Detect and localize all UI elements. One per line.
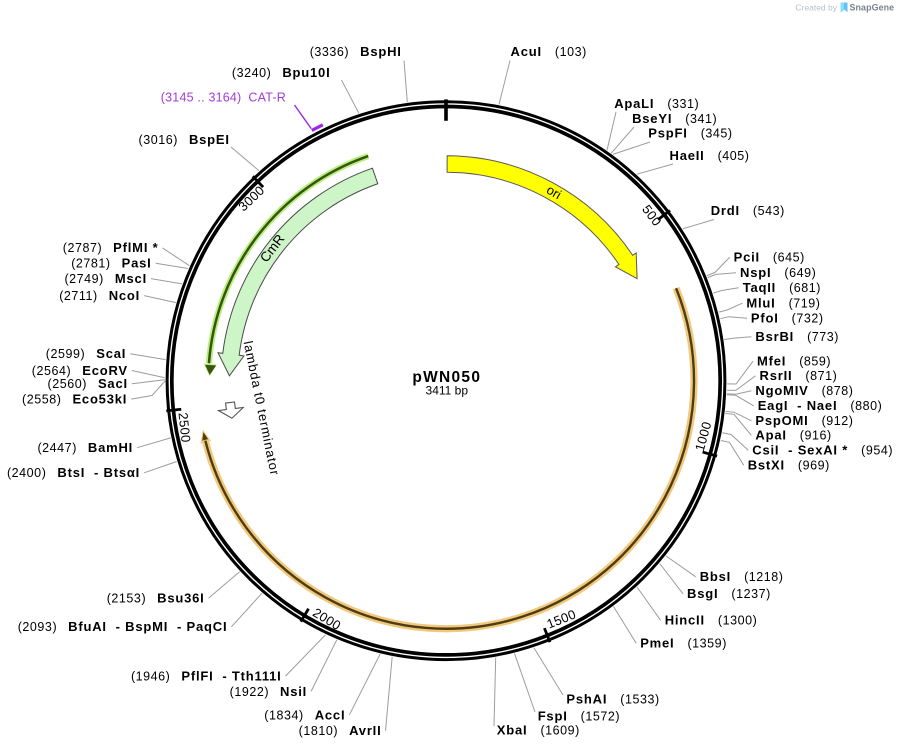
svg-text:RsrII(871): RsrII (871): [760, 368, 838, 383]
svg-text:PfoI(732): PfoI (732): [751, 311, 824, 326]
svg-text:CsiI - SexAI *(954): CsiI - SexAI * (954): [752, 443, 893, 458]
svg-text:AcuI(103): AcuI (103): [511, 44, 587, 59]
svg-text:ApaLI(331): ApaLI (331): [614, 96, 699, 111]
svg-text:(3240)Bpu10I: (3240) Bpu10I: [232, 65, 331, 80]
svg-text:(1834)AccI: (1834) AccI: [264, 707, 345, 722]
svg-text:(2400)BtsI - BtsαI: (2400) BtsI - BtsαI: [7, 465, 140, 480]
svg-text:HincII(1300): HincII (1300): [665, 613, 758, 628]
svg-text:PmeI(1359): PmeI (1359): [640, 636, 727, 651]
svg-text:PspOMI(912): PspOMI (912): [755, 413, 853, 428]
svg-text:(2447)BamHI: (2447) BamHI: [37, 440, 133, 455]
svg-text:ori: ori: [544, 182, 564, 202]
svg-text:ApaI(916): ApaI (916): [755, 428, 831, 443]
svg-text:(3016)BspEI: (3016) BspEI: [139, 132, 230, 147]
svg-text:pWN050: pWN050: [412, 369, 481, 386]
svg-text:NspI(649): NspI (649): [740, 265, 816, 280]
svg-text:(3336)BspHI: (3336) BspHI: [310, 44, 402, 59]
svg-text:BbsI(1218): BbsI (1218): [700, 569, 784, 584]
svg-text:(2787)PflMI *: (2787) PflMI *: [63, 240, 159, 255]
svg-text:Created by: Created by: [795, 3, 837, 13]
svg-text:(1922)NsiI: (1922) NsiI: [230, 684, 307, 699]
svg-text:(2781)PasI: (2781) PasI: [71, 256, 151, 271]
svg-text:BsgI(1237): BsgI (1237): [687, 586, 771, 601]
svg-text:3411 bp: 3411 bp: [426, 384, 469, 398]
svg-text:(2093)BfuAI - BspMI - PaqCI: (2093) BfuAI - BspMI - PaqCI: [18, 619, 228, 634]
svg-text:PciI(645): PciI (645): [734, 250, 805, 265]
svg-text:(2711)NcoI: (2711) NcoI: [59, 288, 140, 303]
svg-text:DrdI(543): DrdI (543): [711, 203, 785, 218]
svg-text:TaqII(681): TaqII (681): [743, 280, 821, 295]
svg-text:(2749)MscI: (2749) MscI: [64, 271, 147, 286]
svg-text:NgoMIV(878): NgoMIV (878): [755, 383, 853, 398]
svg-text:PspFI(345): PspFI (345): [648, 126, 732, 141]
svg-text:BseYI(341): BseYI (341): [632, 111, 717, 126]
svg-text:(2599)ScaI: (2599) ScaI: [46, 346, 126, 361]
svg-text:XbaI(1609): XbaI (1609): [497, 723, 580, 738]
svg-text:FspI(1572): FspI (1572): [538, 708, 620, 723]
svg-text:(3145 .. 3164)CAT-R: (3145 .. 3164) CAT-R: [161, 91, 286, 105]
svg-text:SnapGene: SnapGene: [850, 3, 895, 13]
svg-text:PshAI(1533): PshAI (1533): [566, 691, 659, 706]
svg-text:(2564)EcoRV: (2564) EcoRV: [32, 363, 128, 378]
svg-text:BsrBI(773): BsrBI (773): [755, 329, 839, 344]
svg-text:BstXI(969): BstXI (969): [748, 458, 830, 473]
svg-text:(2560)SacI: (2560) SacI: [48, 376, 128, 391]
svg-text:MluI(719): MluI (719): [746, 296, 820, 311]
svg-text:EagI - NaeI(880): EagI - NaeI (880): [758, 398, 883, 413]
svg-text:(1946)PflFI - Tth111I: (1946) PflFI - Tth111I: [131, 669, 282, 684]
svg-text:(1810)AvrII: (1810) AvrII: [299, 723, 382, 738]
svg-text:MfeI(859): MfeI (859): [757, 354, 831, 369]
svg-text:2500: 2500: [176, 412, 194, 444]
svg-text:(2153)Bsu36I: (2153) Bsu36I: [107, 590, 205, 605]
svg-text:(2558)Eco53kI: (2558) Eco53kI: [22, 392, 127, 407]
svg-text:HaeII(405): HaeII (405): [670, 148, 750, 163]
